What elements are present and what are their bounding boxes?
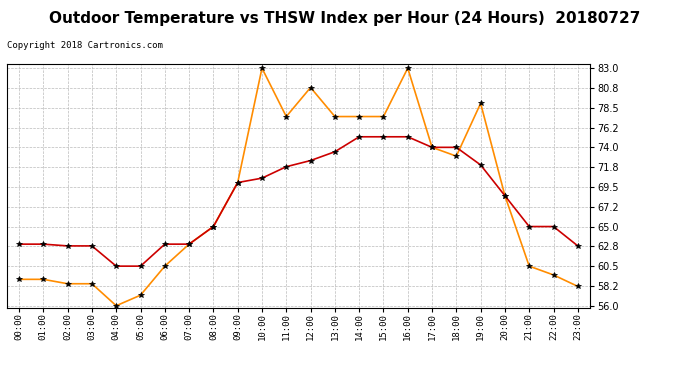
Text: Outdoor Temperature vs THSW Index per Hour (24 Hours)  20180727: Outdoor Temperature vs THSW Index per Ho… bbox=[49, 11, 641, 26]
Text: Copyright 2018 Cartronics.com: Copyright 2018 Cartronics.com bbox=[7, 41, 163, 50]
